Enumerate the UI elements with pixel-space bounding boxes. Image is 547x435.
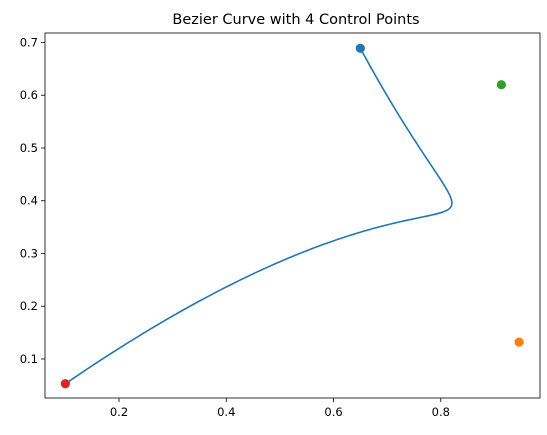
x-tick-label: 0.4 bbox=[217, 405, 235, 419]
x-axis: 0.2 0.4 0.6 0.8 bbox=[110, 398, 450, 419]
control-point-2 bbox=[514, 337, 524, 347]
bezier-curve bbox=[64, 47, 453, 385]
y-tick-label: 0.3 bbox=[20, 246, 38, 260]
chart-title: Bezier Curve with 4 Control Points bbox=[172, 12, 419, 28]
y-tick-label: 0.2 bbox=[20, 299, 38, 313]
y-axis: 0.1 0.2 0.3 0.4 0.5 0.6 0.7 bbox=[20, 35, 45, 366]
y-tick-label: 0.6 bbox=[20, 88, 38, 102]
control-point-4 bbox=[60, 379, 70, 389]
y-tick-label: 0.4 bbox=[20, 194, 38, 208]
x-tick-label: 0.6 bbox=[324, 405, 342, 419]
plot-area bbox=[44, 32, 541, 399]
axes-frame bbox=[44, 32, 541, 399]
y-tick-label: 0.1 bbox=[20, 352, 38, 366]
x-tick-label: 0.2 bbox=[110, 405, 128, 419]
control-points bbox=[60, 43, 524, 389]
control-point-1 bbox=[355, 43, 365, 53]
control-point-3 bbox=[496, 80, 506, 90]
y-tick-label: 0.5 bbox=[20, 141, 38, 155]
x-tick-label: 0.8 bbox=[432, 405, 450, 419]
y-tick-label: 0.7 bbox=[20, 35, 38, 49]
